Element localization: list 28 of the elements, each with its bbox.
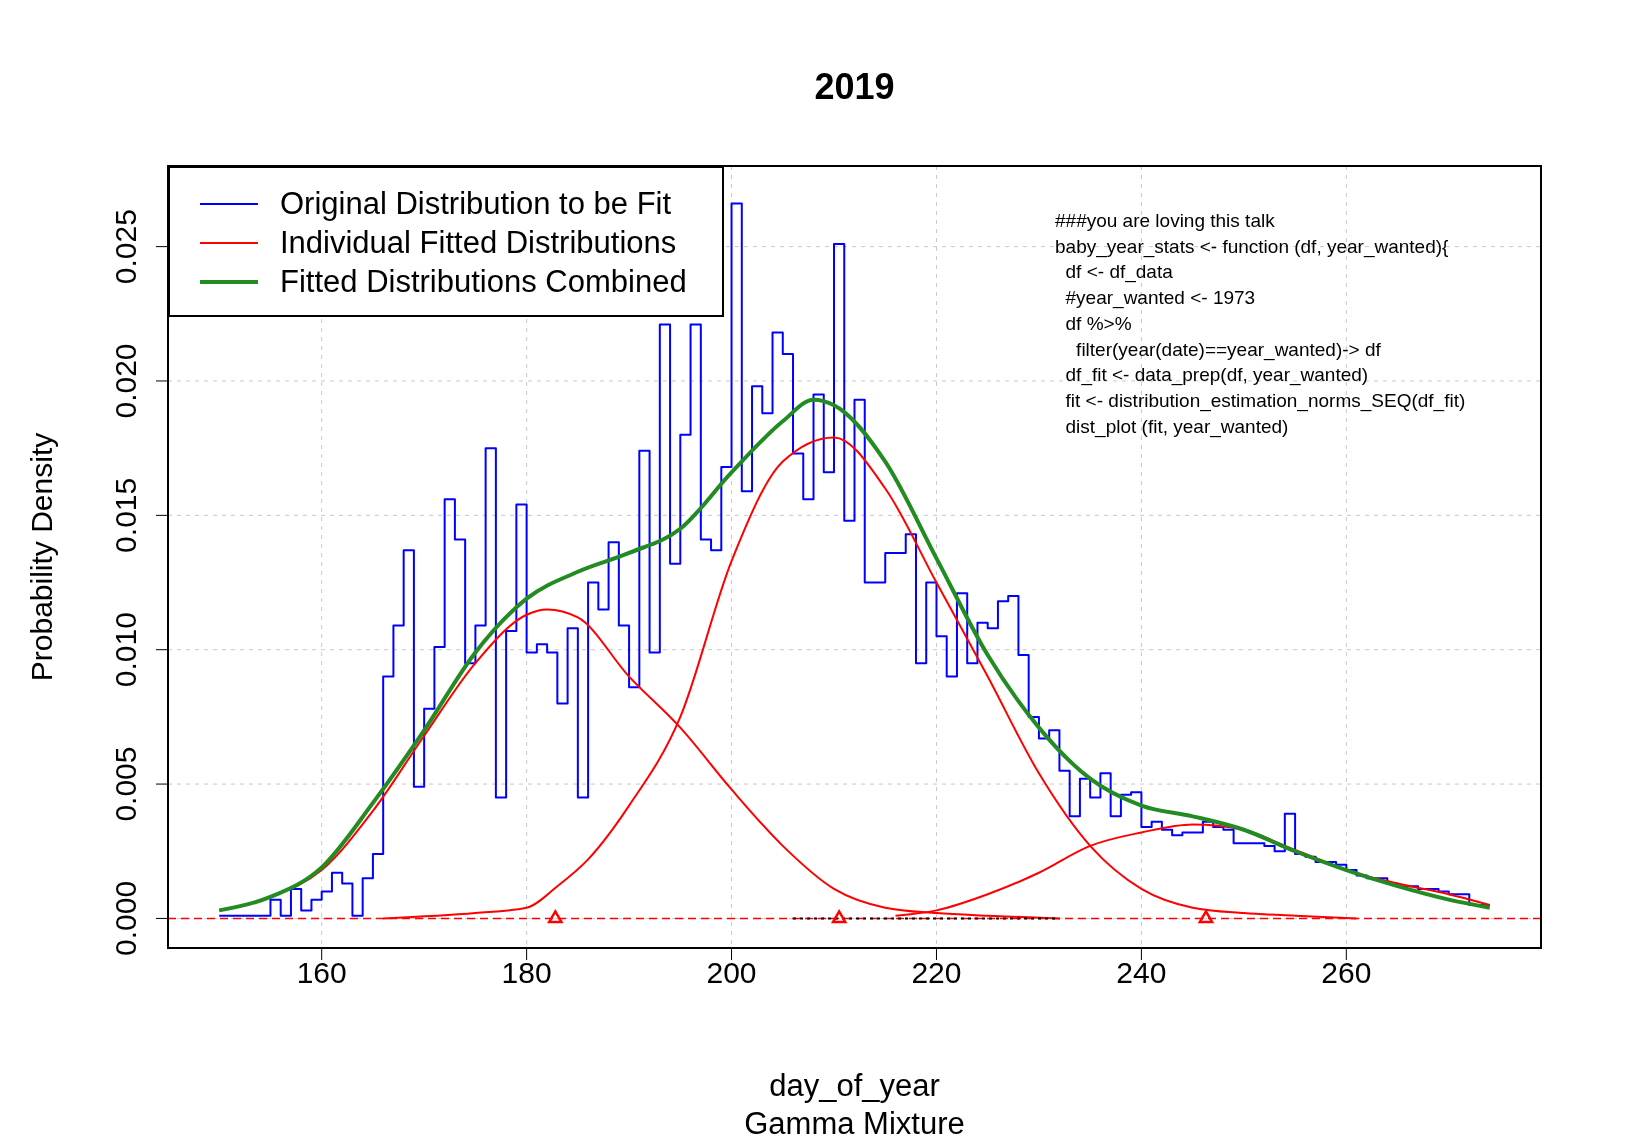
x-axis-title: day_of_year (768, 1068, 941, 1104)
chart-title: 2019 (813, 66, 896, 108)
annotation: ###you are loving this talk (1055, 209, 1276, 233)
annotation: #year_wanted <- 1973 (1064, 286, 1257, 311)
x-tick-label: 200 (706, 956, 757, 990)
y-tick-label: 0.005 (109, 746, 142, 822)
legend-label: Original Distribution to be Fit (280, 185, 672, 222)
legend-label: Fitted Distributions Combined (280, 263, 687, 300)
annotation: dist_plot (fit, year_wanted) (1064, 414, 1290, 440)
annotation: df %>% (1064, 311, 1133, 336)
x-tick-label: 240 (1116, 956, 1167, 990)
y-tick-label: 0.000 (109, 880, 142, 956)
x-tick-label: 180 (501, 956, 552, 990)
y-tick-label: 0.015 (109, 477, 142, 553)
text: Gamma Mixture (743, 1106, 966, 1142)
x-tick-label: 220 (911, 956, 962, 990)
y-tick-label: 0.025 (109, 209, 142, 285)
legend-label: Individual Fitted Distributions (280, 224, 677, 261)
annotation: df <- df_data (1064, 260, 1174, 285)
annotation: filter(year(date)==year_wanted)-> df (1075, 337, 1382, 363)
annotation: fit <- distribution_estimation_norms_SEQ(df_fit) (1064, 388, 1466, 414)
y-tick-label: 0.020 (109, 343, 142, 419)
x-tick-label: 260 (1321, 956, 1372, 990)
annotation: baby_year_stats <- function (df, year_wanted){ (1055, 234, 1450, 260)
x-tick-label: 160 (296, 956, 347, 990)
annotation: df_fit <- data_prep(df, year_wanted) (1064, 363, 1370, 388)
y-tick-label: 0.010 (109, 612, 142, 688)
y-axis-title: Probability Density (24, 432, 58, 682)
